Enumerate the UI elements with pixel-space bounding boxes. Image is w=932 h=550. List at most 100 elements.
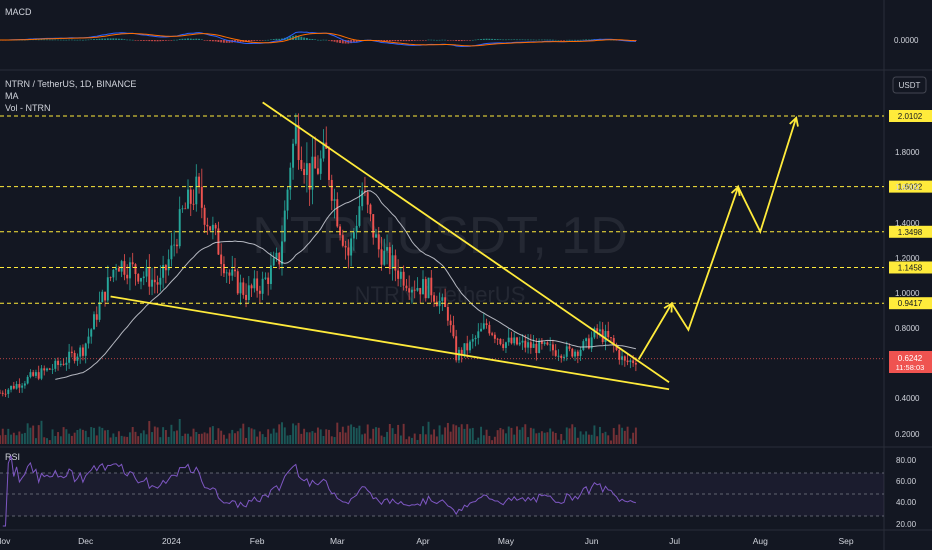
macd-histogram-bar [546,39,549,41]
macd-histogram-bar [496,39,499,40]
macd-histogram-bar [140,40,142,41]
macd-histogram-bar [120,38,123,40]
macd-histogram-bar [170,40,173,41]
macd-histogram-bar [93,39,95,40]
volume-bar [140,433,142,444]
candle-body [499,338,502,345]
pattern-drawings[interactable] [110,101,799,391]
macd-histogram-bar [314,39,317,40]
currency-button-label[interactable]: USDT [899,81,921,90]
candle-body [87,336,90,344]
candle-body [322,142,325,159]
candlesticks[interactable] [0,113,637,398]
macd-histogram-bar [540,39,543,41]
volume-bar [37,425,40,444]
candle-body [300,160,303,170]
candle-body [164,265,167,271]
volume-bar [32,425,35,444]
macd-histogram-bar [187,38,189,40]
candle-body [355,225,358,233]
candle-body [145,267,148,277]
volume-bar [51,429,54,444]
volume-bar [79,428,82,444]
volume-bar [582,434,585,444]
volume-bar [427,421,430,444]
candle-body [482,323,485,329]
volume-bar [610,440,612,444]
macd-histogram-bar [117,38,120,40]
candle-body [18,384,21,388]
candle-body [192,203,195,205]
macd-histogram-bar [410,40,413,41]
macd-histogram-bar [576,39,579,41]
macd-histogram-bar [557,39,560,41]
macd-histogram-bar [34,39,37,41]
candle-body [477,331,480,338]
volume-bar [444,427,447,444]
resistance-levels[interactable]: 2.0102 1.6022 1.3498 1.1458 0.9417 [0,110,932,360]
time-tick-label: Sep [838,536,853,546]
candle-body [455,336,458,361]
candle-body [504,342,507,348]
volume-bar [579,431,582,444]
currency-button[interactable] [892,76,927,94]
moving-average [55,190,637,380]
macd-histogram-bar [87,39,90,41]
volume-bar [126,436,129,444]
macd-histogram-bar [433,39,436,41]
volume-bar [397,424,400,444]
candle-body [363,190,366,193]
volume-bar [372,428,375,444]
candle-body [134,264,137,275]
volume-bar [350,424,353,444]
volume-bar [261,434,264,444]
volume-bar [549,428,552,444]
price-tick-label: 0.2000 [895,430,920,439]
price-axis[interactable]: 0.20000.40000.60000.80001.00001.20001.40… [895,148,920,439]
candle-body [557,355,560,357]
volume-bar [145,434,148,444]
volume-bar [217,428,220,444]
macd-histogram-bar [162,40,165,41]
candle-body [352,232,355,239]
time-tick-label: Mar [330,536,345,546]
candle-body [543,342,546,344]
volume-bar [377,427,380,444]
macd-histogram-bar [538,39,541,41]
candle-body [153,279,156,283]
candle-body [148,267,151,287]
macd-histogram-bar [228,40,231,43]
candle-body [491,333,494,335]
candle-body [247,285,250,301]
volume-bar [524,424,527,444]
candle-body [140,278,142,282]
candle-body [518,342,521,345]
macd-histogram-bar [568,39,571,41]
volume-bar [84,430,87,444]
macd-histogram-bar [178,39,181,40]
macd-histogram-bar [480,39,483,40]
candle-body [12,385,15,389]
macd-histogram-bar [84,39,87,41]
time-axis[interactable]: Nov Dec 2024 Feb Mar Apr May Jun Jul Aug Sep [0,536,854,546]
rsi-title: RSI [5,452,20,462]
macd-histogram-bar [485,38,488,40]
volume-bar [239,428,242,444]
candle-body [446,306,449,321]
macd-histogram-bar [471,39,474,41]
macd-histogram-bar [582,39,585,41]
candle-body [109,277,112,279]
macd-histogram-bar [493,39,496,40]
candle-body [358,206,361,226]
candle-body [419,288,422,295]
macd-histogram-bar [236,40,239,43]
macd-histogram-bar [68,39,71,41]
macd-histogram-bar [336,40,339,43]
volume-bar [123,436,126,444]
candle-body [115,268,118,270]
volume-bar [120,435,123,444]
volume-bar [148,421,151,444]
volume-bar [430,434,433,444]
candle-body [228,272,231,276]
